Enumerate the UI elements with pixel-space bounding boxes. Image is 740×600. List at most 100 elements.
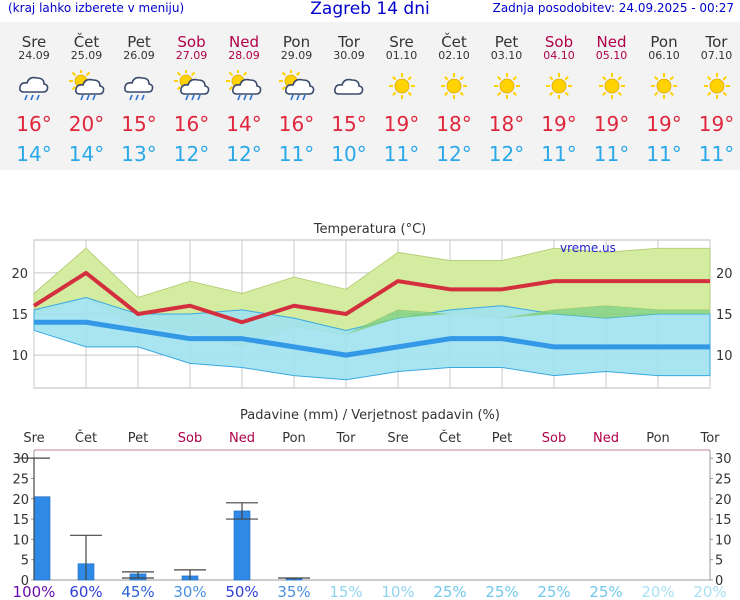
precip-day-label: Ned: [229, 431, 255, 446]
day-column: Tor 30.09 15° 10°: [323, 22, 375, 170]
day-column: Pet 26.09 15° 13°: [113, 22, 165, 170]
precip-tick-right: 0: [715, 574, 723, 589]
day-date: 29.09: [280, 49, 313, 62]
precip-probability: 20%: [693, 583, 726, 600]
precip-day-label: Pet: [128, 431, 148, 446]
temp-low: 10°: [331, 142, 367, 166]
temp-high: 19°: [593, 112, 630, 136]
precip-probability: 25%: [589, 583, 622, 600]
precip-probability: 10%: [381, 583, 414, 600]
precip-tick-left: 10: [12, 533, 29, 548]
day-name: Pon: [650, 33, 678, 51]
precip-tick-left: 30: [12, 452, 29, 467]
precip-day-label: Ned: [593, 431, 619, 446]
day-name: Sob: [544, 33, 574, 51]
temp-high: 16°: [173, 112, 210, 136]
temp-high: 18°: [436, 112, 472, 136]
precip-day-label: Sob: [542, 431, 566, 446]
precip-tick-right: 15: [715, 513, 732, 528]
temp-high: 18°: [488, 112, 525, 136]
sun-icon: [489, 70, 525, 102]
day-name: Pet: [127, 33, 151, 51]
day-date: 02.10: [438, 49, 470, 62]
weather-charts: Temperatura (°C) 10 10 15 15 20 20 vreme.us Pada…: [11, 222, 733, 600]
day-column: Pon 06.10 19° 11°: [638, 22, 690, 170]
day-name: Sre: [21, 33, 47, 51]
rain-cloud-icon: [16, 70, 52, 102]
day-column: Sre 01.10 19° 11°: [376, 22, 428, 170]
temp-low: 14°: [68, 142, 105, 166]
watermark: vreme.us: [560, 241, 616, 255]
sun-icon: [541, 70, 577, 102]
sun-icon: [699, 70, 735, 102]
day-name: Ned: [229, 33, 259, 51]
precip-day-label: Sre: [387, 431, 408, 446]
precip-probability: 45%: [121, 583, 154, 600]
day-name: Ned: [596, 33, 627, 51]
sun-cloud-rain-icon: [226, 69, 262, 102]
last-update: Zadnja posodobitev: 24.09.2025 - 00:27: [492, 1, 734, 15]
temp-low: 14°: [16, 142, 52, 166]
precip-probability: 25%: [485, 583, 518, 600]
precip-tick-left: 5: [21, 554, 29, 569]
day-date: 27.09: [175, 49, 208, 62]
precip-day-label: Tor: [699, 431, 720, 446]
temp-tick-right: 20: [716, 267, 733, 282]
precip-plot-area: [34, 450, 710, 580]
precip-probability: 30%: [173, 583, 206, 600]
precip-probability: 35%: [277, 583, 310, 600]
precip-tick-left: 15: [12, 513, 29, 528]
day-date: 26.09: [123, 49, 155, 62]
day-column: Pon 29.09 16° 11°: [271, 22, 323, 170]
precip-chart-title: Padavine (mm) / Verjetnost padavin (%): [240, 408, 500, 423]
min-temp-band: [33, 297, 711, 381]
max-temp-line: [32, 270, 710, 325]
precip-day-label: Čet: [439, 430, 461, 446]
sun-icon: [594, 70, 630, 102]
temp-high: 15°: [121, 112, 157, 136]
day-column: Čet 02.10 18° 12°: [428, 22, 480, 170]
precip-tick-left: 20: [12, 493, 29, 508]
precip-tick-right: 20: [715, 493, 732, 508]
precip-tick-right: 25: [715, 472, 732, 487]
min-temp-line: [34, 319, 710, 358]
precip-probability: 50%: [225, 583, 258, 600]
precip-probability: 100%: [13, 583, 56, 600]
day-name: Čet: [441, 33, 467, 51]
sun-icon: [384, 70, 420, 102]
temp-tick-right: 15: [716, 308, 733, 323]
temp-tick-right: 10: [716, 349, 733, 364]
page-title: Zagreb 14 dni: [310, 0, 430, 19]
day-column: Ned 28.09 14° 12°: [218, 22, 270, 170]
precip-tick-right: 5: [715, 554, 723, 569]
precip-tick-left: 0: [21, 574, 29, 589]
day-date: 07.10: [700, 49, 733, 62]
temp-low: 12°: [226, 142, 262, 166]
temp-high: 19°: [646, 112, 682, 136]
precip-day-label: Sre: [23, 431, 44, 446]
cloud-icon: [331, 70, 367, 102]
precip-day-label: Čet: [75, 430, 97, 446]
day-date: 04.10: [543, 49, 575, 62]
temp-low: 11°: [593, 142, 630, 166]
temp-low: 11°: [698, 142, 735, 166]
day-date: 05.10: [595, 49, 628, 62]
temp-high: 19°: [541, 112, 577, 136]
day-date: 03.10: [490, 49, 523, 62]
temp-high: 19°: [698, 112, 735, 136]
day-name: Tor: [338, 33, 360, 51]
day-column: Sob 04.10 19° 11°: [533, 22, 585, 170]
day-date: 30.09: [333, 49, 365, 62]
precip-tick-left: 25: [12, 472, 29, 487]
day-date: 06.10: [648, 49, 680, 62]
temp-low: 11°: [278, 142, 315, 166]
day-date: 28.09: [228, 49, 260, 62]
day-column: Pet 03.10 18° 12°: [481, 22, 533, 170]
precip-day-label: Pet: [492, 431, 512, 446]
temp-low: 11°: [541, 142, 577, 166]
precip-day-label: Sob: [178, 431, 202, 446]
daily-forecast-strip: Sre 24.09 16° 14° Čet 25.09 20° 14° Pet 26.09 15° 1…: [0, 22, 740, 170]
temp-low: 12°: [436, 142, 472, 166]
precip-probability: 60%: [69, 583, 102, 600]
temp-high: 16°: [16, 112, 52, 136]
